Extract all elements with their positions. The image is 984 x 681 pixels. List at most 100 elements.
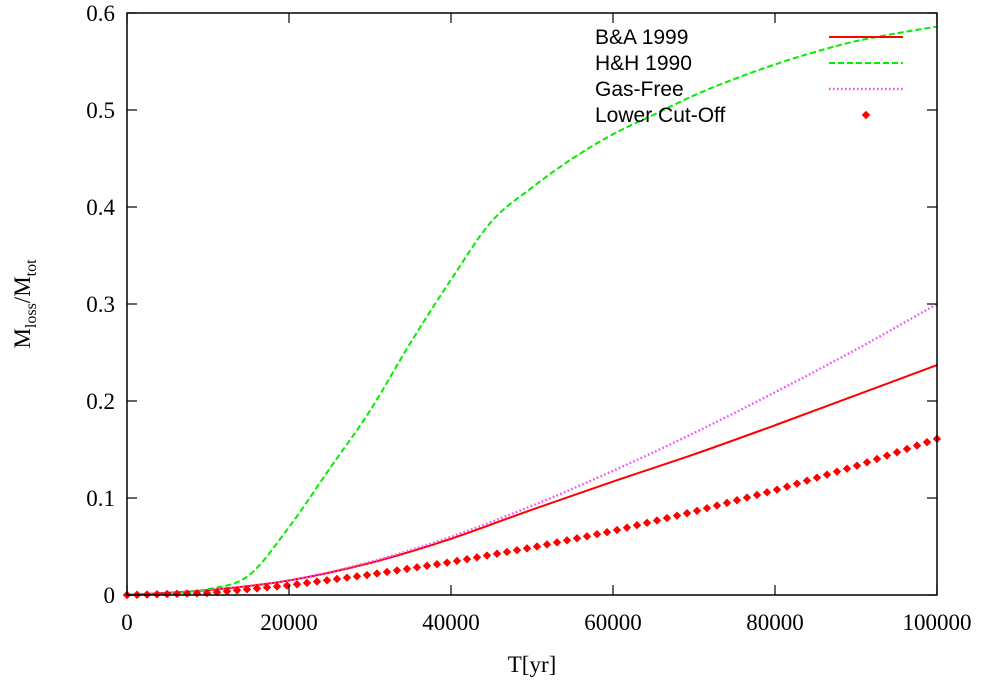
series-lower-cut-off-point (512, 545, 522, 555)
series-lower-cut-off-point (352, 572, 362, 581)
series-lower-cut-off-point (842, 464, 852, 473)
series-gas-free-line (126, 302, 938, 597)
y-tick-label: 0.2 (86, 389, 115, 414)
series-lower-cut-off-point (632, 521, 642, 530)
series-lower-cut-off-point (212, 587, 222, 597)
y-tick-label: 0.5 (86, 98, 115, 123)
series-lower-cut-off-point (472, 553, 482, 562)
series-lower-cut-off-point (262, 583, 272, 592)
series-lower-cut-off-point (392, 566, 402, 575)
series-lower-cut-off-point (462, 554, 472, 564)
x-tick-label: 80000 (746, 610, 804, 635)
series-lower-cut-off-point (222, 587, 232, 596)
y-axis-title: Mloss/Mtot (10, 259, 40, 349)
y-axis-title-sep: /M (10, 276, 35, 303)
series-lower-cut-off-point (192, 589, 202, 598)
series-lower-cut-off-point (652, 516, 662, 525)
series-lower-cut-off-point (622, 523, 632, 532)
series-lower-cut-off-point (642, 518, 652, 528)
y-axis-title-main: M (10, 328, 35, 348)
series-lower-cut-off-point (762, 488, 772, 497)
series-lower-cut-off-point (242, 585, 252, 594)
series-lower-cut-off-point (712, 501, 722, 510)
series-lower-cut-off-point (382, 567, 392, 577)
series-lower-cut-off-point (162, 589, 172, 599)
series-lower-cut-off-point (602, 528, 612, 537)
legend: B&A 1999 H&H 1990 Gas-Free Lower Cut-Off (595, 26, 903, 127)
y-tick-label: 0 (104, 583, 116, 608)
series-lower-cut-off-point (172, 589, 182, 599)
series-lower-cut-off-point (552, 538, 562, 547)
series-lower-cut-off-point (442, 558, 452, 567)
series-lower-cut-off-point (272, 582, 282, 591)
series-lower-cut-off-point (492, 549, 502, 558)
y-axis-title-sub2: tot (23, 259, 40, 276)
series-lower-cut-off-point (312, 577, 322, 586)
series-lower-cut-off-point (852, 461, 862, 470)
x-tick-label: 60000 (584, 610, 642, 635)
series-lower-cut-off-point (742, 493, 752, 502)
series-h-h-1990-line (126, 25, 938, 596)
series-lower-cut-off-point (662, 513, 672, 523)
x-tick-label: 40000 (422, 610, 480, 635)
series-lower-cut-off-point (522, 544, 532, 553)
series-lower-cut-off-point (702, 503, 712, 513)
series-lower-cut-off-point (412, 563, 422, 572)
series-lower-cut-off-point (532, 542, 542, 551)
series-lower-cut-off-point (452, 556, 462, 566)
series-lower-cut-off-point (322, 576, 332, 585)
series-lower-cut-off-point (612, 525, 622, 535)
x-axis-title: T[yr] (508, 652, 557, 677)
plot-frame (126, 12, 938, 596)
series-lower-cut-off-point (862, 458, 872, 467)
series-lower-cut-off-point (562, 536, 572, 545)
legend-swatch-lower-cut-off (861, 110, 871, 120)
series-lower-cut-off-point (782, 482, 792, 491)
x-tick-label: 0 (121, 610, 133, 635)
series-lower-cut-off-point (882, 451, 892, 460)
series-lower-cut-off-point (282, 581, 292, 590)
series-lower-cut-off-point (732, 496, 742, 505)
series-lower-cut-off-point (292, 580, 302, 589)
series-lower-cut-off-point (252, 584, 262, 593)
x-tick-label: 100000 (903, 610, 972, 635)
series-lower-cut-off-point (912, 441, 922, 450)
series-lower-cut-off-point (202, 588, 212, 598)
series-lower-cut-off-point (922, 437, 932, 447)
series-lower-cut-off-point (362, 570, 372, 580)
series-lower-cut-off-point (422, 561, 432, 570)
series-lower-cut-off-point (582, 532, 592, 541)
series-lower-cut-off-point (342, 573, 352, 582)
series-lower-cut-off-point (872, 454, 882, 464)
y-tick-label: 0.3 (86, 292, 115, 317)
series-lower-cut-off-point (802, 476, 812, 485)
y-axis-title-sub1: loss (23, 303, 40, 328)
series-lower-cut-off-point (752, 490, 762, 500)
series-lower-cut-off (122, 434, 942, 600)
series-lower-cut-off-point (832, 467, 842, 476)
legend-label-b-a-1999: B&A 1999 (595, 26, 688, 49)
series-lower-cut-off-point (672, 511, 682, 520)
series-lower-cut-off-point (792, 479, 802, 488)
series-lower-cut-off-point (182, 589, 192, 598)
series-lower-cut-off-point (372, 569, 382, 578)
series-lower-cut-off-point (482, 551, 492, 560)
series-lower-cut-off-point (812, 473, 822, 482)
y-tick-label: 0.4 (86, 195, 115, 220)
series-lower-cut-off-point (572, 534, 582, 543)
series-lower-cut-off-point (232, 586, 242, 595)
series-lower-cut-off-point (542, 540, 552, 549)
series-lower-cut-off-point (892, 448, 902, 457)
series-lower-cut-off-point (332, 574, 342, 584)
series-lower-cut-off-point (432, 559, 442, 569)
series-lower-cut-off-point (502, 547, 512, 557)
series-lower-cut-off-point (302, 578, 312, 588)
y-tick-label: 0.6 (86, 1, 115, 26)
y-tick-label: 0.1 (86, 486, 115, 511)
x-tick-label: 20000 (260, 610, 318, 635)
series-lower-cut-off-point (902, 444, 912, 454)
series-lower-cut-off-point (822, 470, 832, 479)
series-layer (122, 25, 942, 600)
legend-label-h-h-1990: H&H 1990 (595, 52, 692, 75)
